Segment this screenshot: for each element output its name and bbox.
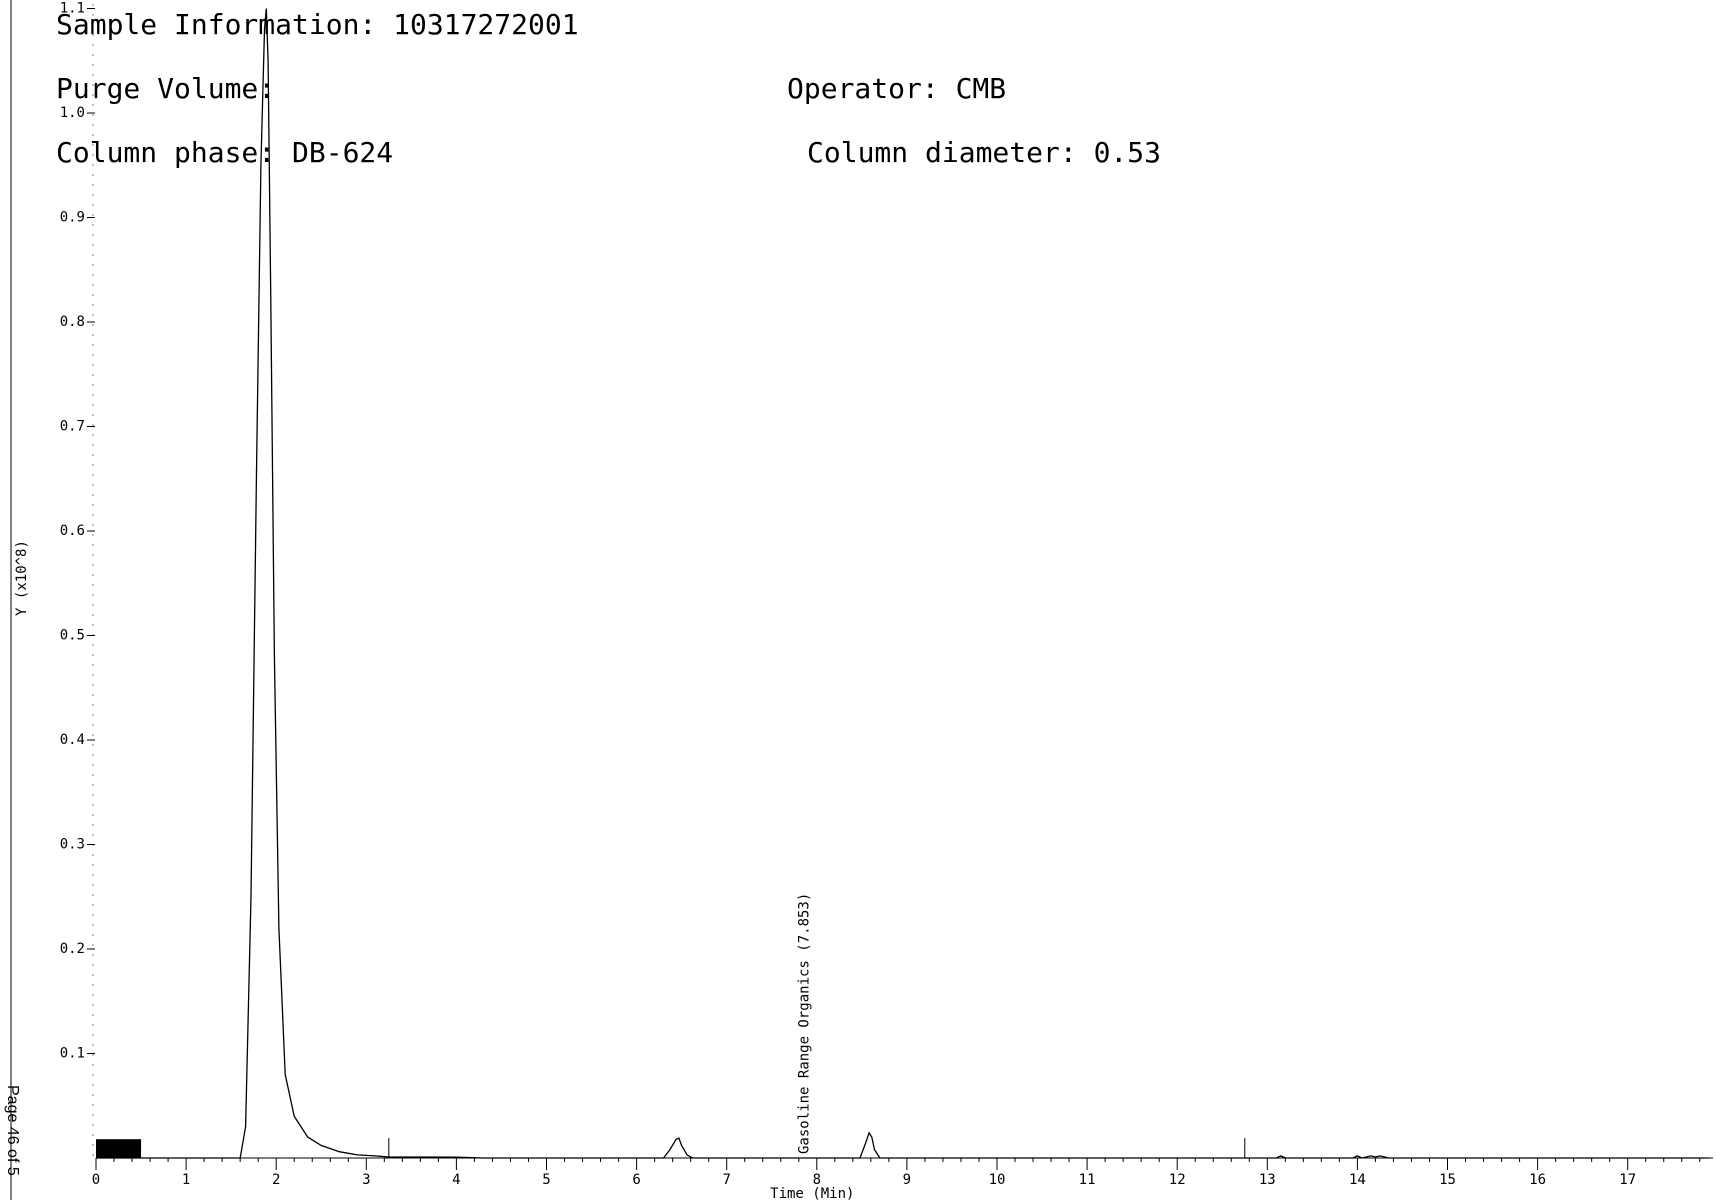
operator: Operator: CMB [787, 72, 1007, 105]
x-tick-label: 17 [1619, 1172, 1636, 1188]
x-tick-label: 15 [1439, 1172, 1456, 1188]
x-tick-label: 3 [362, 1172, 370, 1188]
sample-information: Sample Information: 10317272001 [56, 8, 579, 41]
x-tick-label: 9 [903, 1172, 911, 1188]
peak-annotation-label: Gasoline Range Organics (7.853) [797, 893, 813, 1154]
x-tick-label: 8 [813, 1172, 821, 1188]
x-axis-label: Time (Min) [770, 1186, 854, 1200]
y-tick-label: 0.8 [60, 314, 85, 330]
x-tick-label: 7 [722, 1172, 730, 1188]
chromatogram-trace [96, 8, 1709, 1159]
x-tick-label: 16 [1529, 1172, 1546, 1188]
column-phase: Column phase: DB-624 [56, 136, 394, 169]
x-tick-label: 14 [1349, 1172, 1366, 1188]
x-tick-label: 5 [542, 1172, 550, 1188]
y-tick-label: 1.0 [60, 105, 85, 121]
y-tick-label: 0.1 [60, 1046, 85, 1062]
y-tick-label: 0.5 [60, 628, 85, 644]
x-tick-label: 13 [1259, 1172, 1276, 1188]
x-tick-label: 2 [272, 1172, 280, 1188]
y-tick-label: 0.3 [60, 837, 85, 853]
y-tick-label: 0.9 [60, 210, 85, 226]
page-number-label: Page 46 of 5 [4, 1085, 21, 1176]
x-tick-label: 10 [989, 1172, 1006, 1188]
y-tick-label: 0.4 [60, 732, 85, 748]
baseline-marker-block [96, 1139, 142, 1158]
y-tick-label: 0.6 [60, 523, 85, 539]
x-tick-label: 11 [1079, 1172, 1096, 1188]
y-axis-label: Y (x10^8) [14, 540, 30, 616]
x-tick-label: 4 [452, 1172, 460, 1188]
x-tick-label: 6 [632, 1172, 640, 1188]
y-tick-label: 0.7 [60, 419, 85, 435]
x-tick-label: 12 [1169, 1172, 1186, 1188]
y-tick-label: 1.1 [60, 1, 85, 17]
column-diameter: Column diameter: 0.53 [807, 136, 1162, 169]
x-tick-label: 0 [92, 1172, 100, 1188]
purge-volume: Purge Volume: [56, 72, 276, 105]
y-tick-label: 0.2 [60, 941, 85, 957]
x-tick-label: 1 [182, 1172, 190, 1188]
